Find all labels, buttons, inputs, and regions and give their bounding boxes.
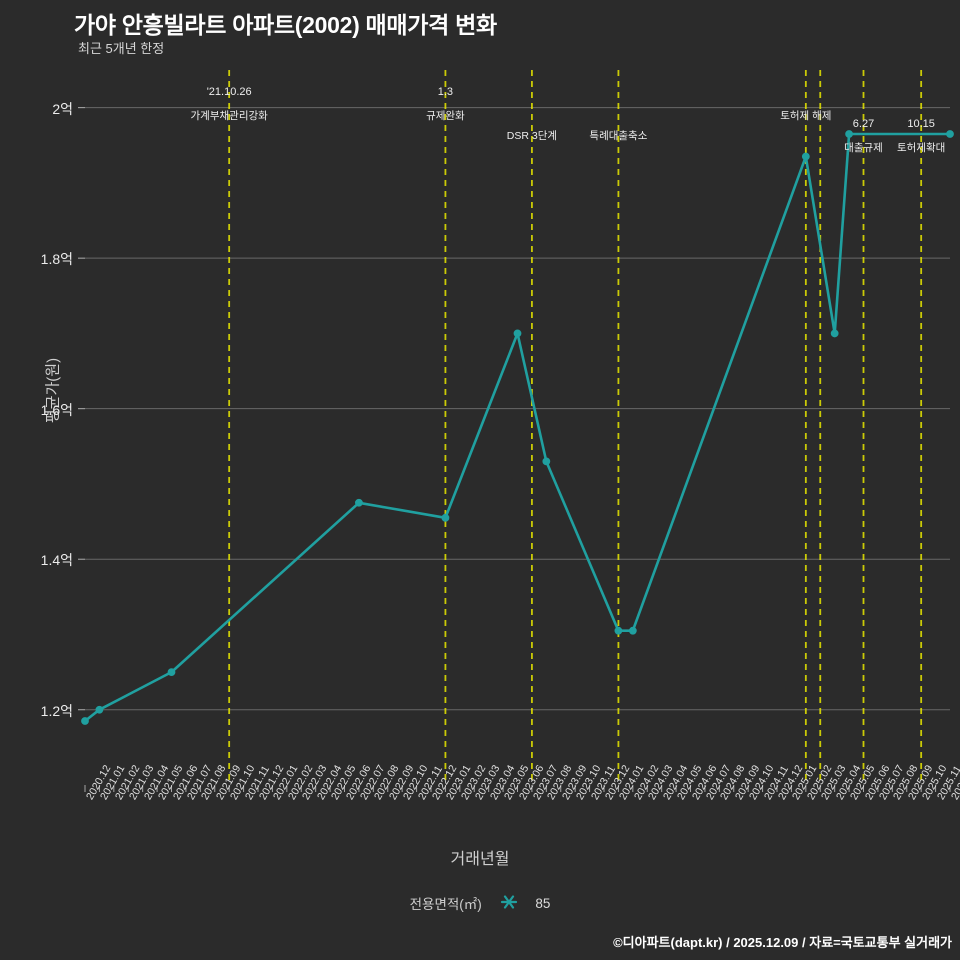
y-axis-tick-label: 1.6억 — [40, 401, 73, 418]
page-title: 가야 안흥빌라트 아파트(2002) 매매가격 변화 — [74, 12, 497, 38]
event-date-label: 10.15 — [907, 118, 935, 130]
x-axis-title: 거래년월 — [450, 851, 510, 868]
event-date-label: 1.3 — [437, 86, 454, 98]
legend-value: 85 — [535, 895, 551, 911]
event-date-label: '21.10.26 — [206, 86, 252, 98]
y-axis-tick-label: 1.4억 — [40, 552, 73, 569]
chart-legend: 전용면적(㎡) 85 — [0, 893, 960, 913]
event-name-label: 가계부채관리강화 — [190, 110, 268, 122]
y-axis-tick-label: 1.8억 — [40, 251, 73, 268]
event-name-label: 규제완화 — [426, 110, 465, 122]
event-name-label: 토허제 해제 — [780, 110, 832, 122]
event-name-label: 대출규제 — [844, 142, 883, 154]
event-name-label: 토허제확대 — [897, 142, 946, 154]
event-name-label: 특례대출축소 — [589, 130, 648, 142]
legend-title: 전용면적(㎡) — [409, 897, 482, 912]
y-axis-tick-label: 2억 — [52, 100, 73, 117]
footer-credit: ©디아파트(dapt.kr) / 2025.12.09 / 자료=국토교통부 실… — [613, 935, 952, 950]
asterisk-marker-icon — [496, 894, 522, 913]
event-date-label: 6.27 — [852, 118, 875, 130]
page-subtitle: 최근 5개년 한정 — [78, 41, 165, 56]
event-name-label: DSR 3단계 — [506, 130, 558, 142]
y-axis-tick-label: 1.2억 — [40, 702, 73, 719]
